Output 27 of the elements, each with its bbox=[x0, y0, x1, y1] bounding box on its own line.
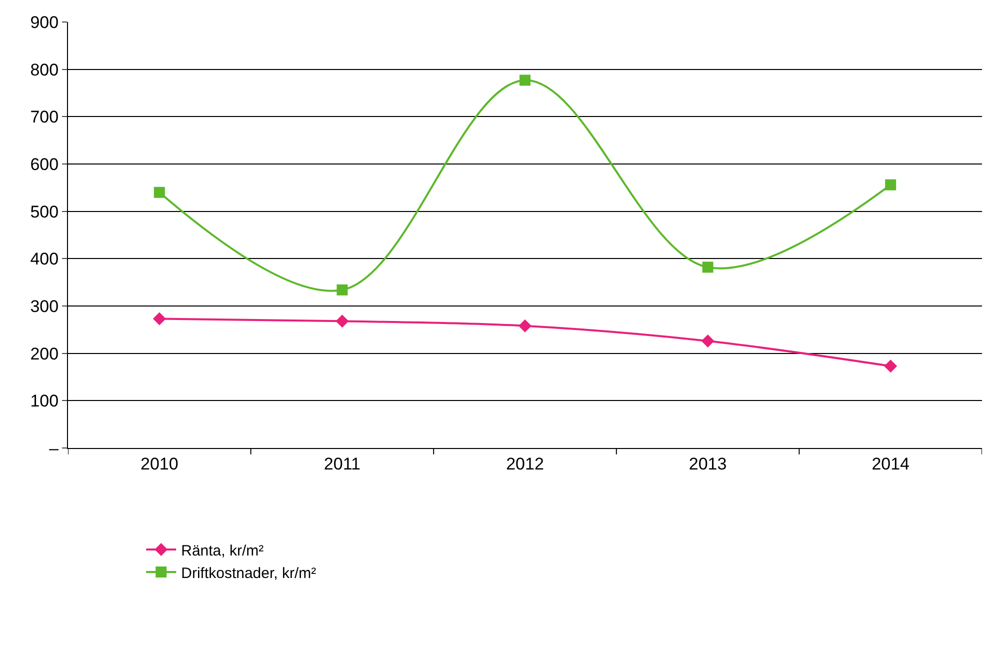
y-tick-label: 100 bbox=[30, 392, 59, 411]
legend-label: Driftkostnader, kr/m² bbox=[181, 564, 316, 582]
y-tick-label: 700 bbox=[30, 108, 59, 127]
y-tick-label: 900 bbox=[30, 12, 59, 32]
x-tick-label: 2010 bbox=[140, 454, 178, 474]
x-tick-label: 2012 bbox=[506, 454, 544, 474]
point bbox=[152, 312, 166, 326]
x-tick-label: 2014 bbox=[872, 454, 910, 474]
legend-label: Ränta, kr/m² bbox=[181, 542, 264, 560]
point bbox=[154, 186, 165, 198]
y-tick-label: 300 bbox=[30, 296, 59, 316]
y-tick-label: 400 bbox=[30, 250, 59, 269]
y-tick-label: 200 bbox=[30, 344, 59, 364]
x-tick-label: 2013 bbox=[688, 454, 727, 474]
point bbox=[520, 74, 530, 86]
point bbox=[518, 319, 532, 332]
y-tick-label: 800 bbox=[30, 60, 59, 80]
x-tick-label: 2011 bbox=[324, 454, 360, 474]
point bbox=[702, 262, 714, 273]
point bbox=[336, 284, 348, 296]
point bbox=[885, 179, 896, 190]
y-tick-label: – bbox=[49, 438, 60, 458]
y-tick-label: 600 bbox=[30, 154, 59, 174]
y-tick-label: 500 bbox=[30, 202, 59, 222]
point bbox=[336, 314, 349, 328]
point bbox=[884, 360, 898, 373]
point bbox=[701, 334, 714, 348]
